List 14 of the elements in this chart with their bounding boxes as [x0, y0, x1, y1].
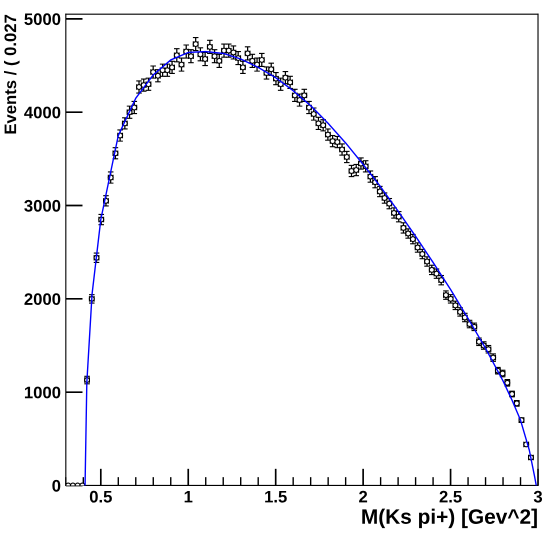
y-tick-label: 5000: [24, 13, 60, 26]
x-tick-label: 3: [534, 490, 542, 503]
x-tick-label: 2.5: [440, 490, 462, 503]
x-tick-label: 1: [184, 490, 192, 502]
y-tick-label: 2000: [24, 293, 60, 306]
y-axis-title: Events / ( 0.027: [4, 14, 20, 134]
x-tick-label: 1.5: [265, 490, 287, 503]
y-tick-label: 3000: [24, 200, 60, 212]
x-tick-label: 2: [359, 490, 368, 502]
y-tick-label: 4000: [24, 106, 60, 118]
x-tick-label: 0.5: [90, 490, 112, 503]
y-tick-label: 0: [52, 480, 60, 492]
y-tick-label: 1000: [24, 386, 60, 398]
x-axis-title: M(Ks pi+) [Gev^2]: [362, 508, 537, 528]
